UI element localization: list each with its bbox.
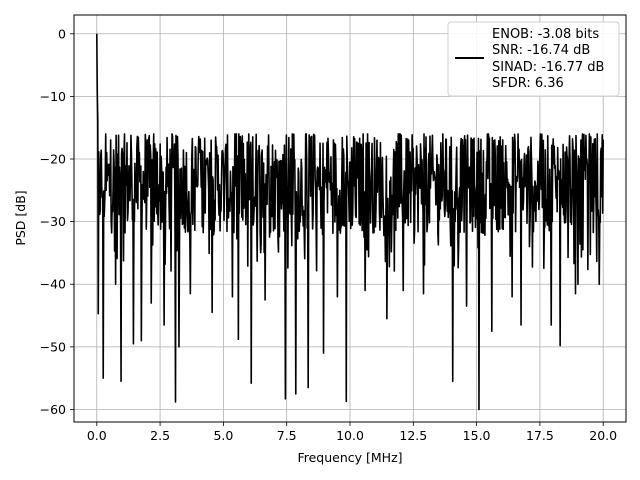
legend-line-1: ENOB: -3.08 bits: [492, 27, 599, 42]
x-axis-ticks: 0.0 2.5 5.0 7.5 10.0 12.5 15.0 17.5 20.0: [87, 422, 617, 443]
legend-line-3: SINAD: -16.77 dB: [492, 60, 604, 75]
legend: ENOB: -3.08 bits SNR: -16.74 dB SINAD: -…: [447, 21, 620, 97]
legend-line-2: SNR: -16.74 dB: [492, 43, 590, 58]
legend-box: [447, 21, 620, 97]
legend-line-4: SFDR: 6.36: [492, 76, 564, 91]
x-tick-label: 12.5: [399, 428, 427, 443]
y-axis-label: PSD [dB]: [13, 190, 28, 245]
x-tick-label: 2.5: [150, 428, 170, 443]
x-axis-label: Frequency [MHz]: [297, 450, 402, 465]
x-tick-label: 10.0: [336, 428, 364, 443]
series-layer: [95, 33, 605, 411]
x-tick-label: 5.0: [213, 428, 233, 443]
y-tick-label: −20: [40, 152, 66, 167]
y-tick-label: −40: [40, 277, 66, 292]
x-tick-label: 7.5: [277, 428, 297, 443]
psd-series-line: [95, 33, 605, 411]
x-tick-label: 0.0: [87, 428, 107, 443]
y-tick-label: −30: [40, 214, 66, 229]
x-tick-label: 15.0: [463, 428, 491, 443]
y-tick-label: −50: [40, 339, 66, 354]
x-tick-label: 20.0: [589, 428, 617, 443]
y-tick-label: −60: [40, 402, 66, 417]
y-tick-label: −10: [40, 89, 66, 104]
y-axis-ticks: 0 −10 −20 −30 −40 −50 −60: [40, 26, 74, 417]
x-tick-label: 17.5: [526, 428, 554, 443]
y-tick-label: 0: [58, 26, 66, 41]
